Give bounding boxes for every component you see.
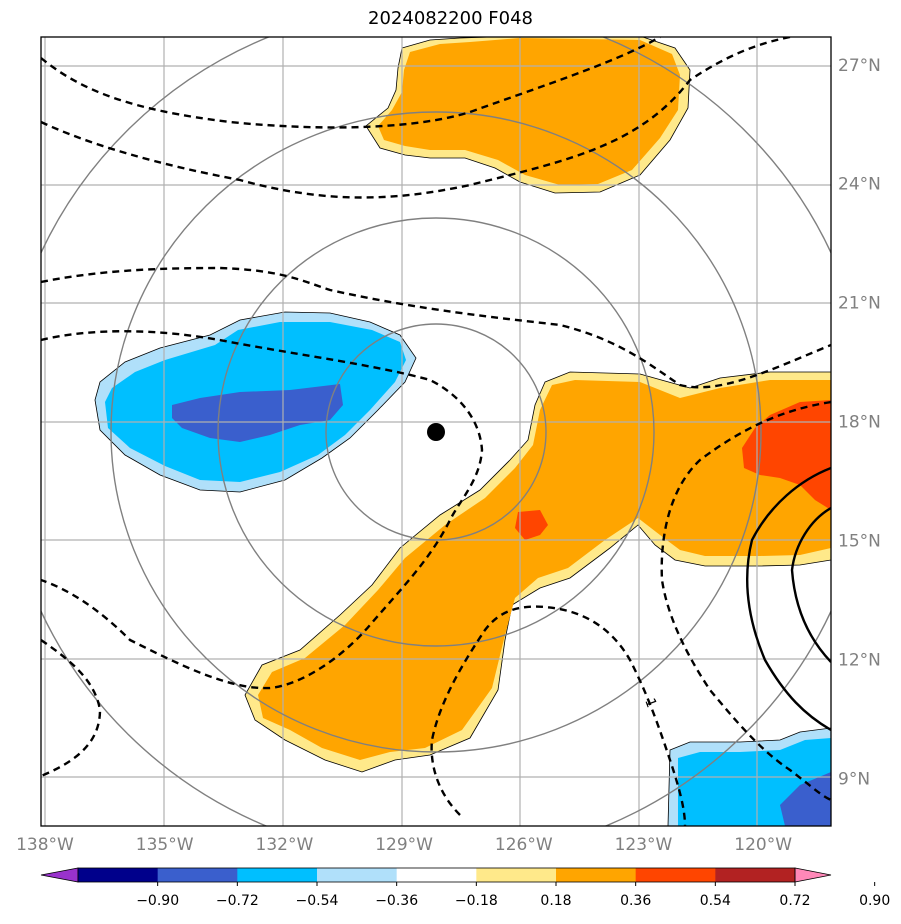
lat-tick-label: 9°N <box>838 769 870 789</box>
colorbar-segment <box>635 868 716 882</box>
lat-lon-gridlines <box>41 37 831 826</box>
colorbar-segment <box>317 868 398 882</box>
colorbar-tick-label: 0.90 <box>859 893 890 909</box>
colorbar-segment <box>78 868 159 882</box>
lon-tick-label: 120°W <box>734 835 792 855</box>
dashed-contours <box>41 37 831 826</box>
colorbar-segment <box>237 868 318 882</box>
chart-title: 2024082200 F048 <box>368 8 533 29</box>
strong-positive-core-east <box>742 400 831 510</box>
lat-tick-label: 18°N <box>838 413 881 433</box>
colorbar-tick-label: 0.36 <box>620 893 651 909</box>
colorbar-extend-low <box>40 867 79 883</box>
strong-negative-core-southeast <box>780 772 831 826</box>
storm-center-marker <box>427 423 445 441</box>
solid-contours <box>745 466 831 732</box>
positive-anomaly-core-main <box>258 380 831 760</box>
colorbar-extend-high <box>794 867 832 883</box>
colorbar-tick-label: −0.54 <box>296 893 339 909</box>
positive-anomaly-core-north <box>378 38 680 185</box>
colorbar-segment <box>476 868 557 882</box>
lon-tick-label: 129°W <box>375 835 433 855</box>
colorbar-segment <box>715 868 796 882</box>
lon-tick-label: 123°W <box>615 835 673 855</box>
colorbar-tick-label: 0.72 <box>779 893 810 909</box>
lat-tick-label: 24°N <box>838 175 881 195</box>
lon-tick-label: 138°W <box>16 835 74 855</box>
colorbar-tick-label: −0.90 <box>136 893 179 909</box>
lat-tick-label: 15°N <box>838 532 881 552</box>
longitude-tick-labels: 138°W 135°W 132°W 129°W 126°W 123°W 120°W <box>16 835 792 855</box>
colorbar-tick-label: −0.72 <box>216 893 259 909</box>
lat-tick-label: 12°N <box>838 650 881 670</box>
colorbar-tick-label: −0.18 <box>455 893 498 909</box>
colorbar-frame <box>77 867 796 883</box>
lat-tick-label: 27°N <box>838 56 881 76</box>
lon-tick-label: 132°W <box>256 835 314 855</box>
colorbar-tick-label: 0.54 <box>700 893 731 909</box>
contour-label: 1 <box>641 696 659 710</box>
lon-tick-label: 126°W <box>495 835 553 855</box>
lon-tick-label: 135°W <box>136 835 194 855</box>
colorbar-segment <box>157 868 238 882</box>
strong-negative-core-west <box>172 384 343 442</box>
strong-positive-core-center <box>515 510 548 540</box>
colorbar-tick-label: −0.36 <box>375 893 418 909</box>
lat-tick-label: 21°N <box>838 294 881 314</box>
latitude-tick-labels: 27°N 24°N 21°N 18°N 15°N 12°N 9°N <box>838 56 881 790</box>
colorbar-segment <box>396 868 477 882</box>
colorbar-segment <box>556 868 637 882</box>
plot-frame <box>40 36 832 827</box>
range-rings <box>41 37 831 826</box>
colorbar: −0.90 −0.72 −0.54 −0.36 −0.18 0.18 0.36 0.54 0.7… <box>40 867 890 909</box>
colorbar-tick-label: 0.18 <box>540 893 571 909</box>
